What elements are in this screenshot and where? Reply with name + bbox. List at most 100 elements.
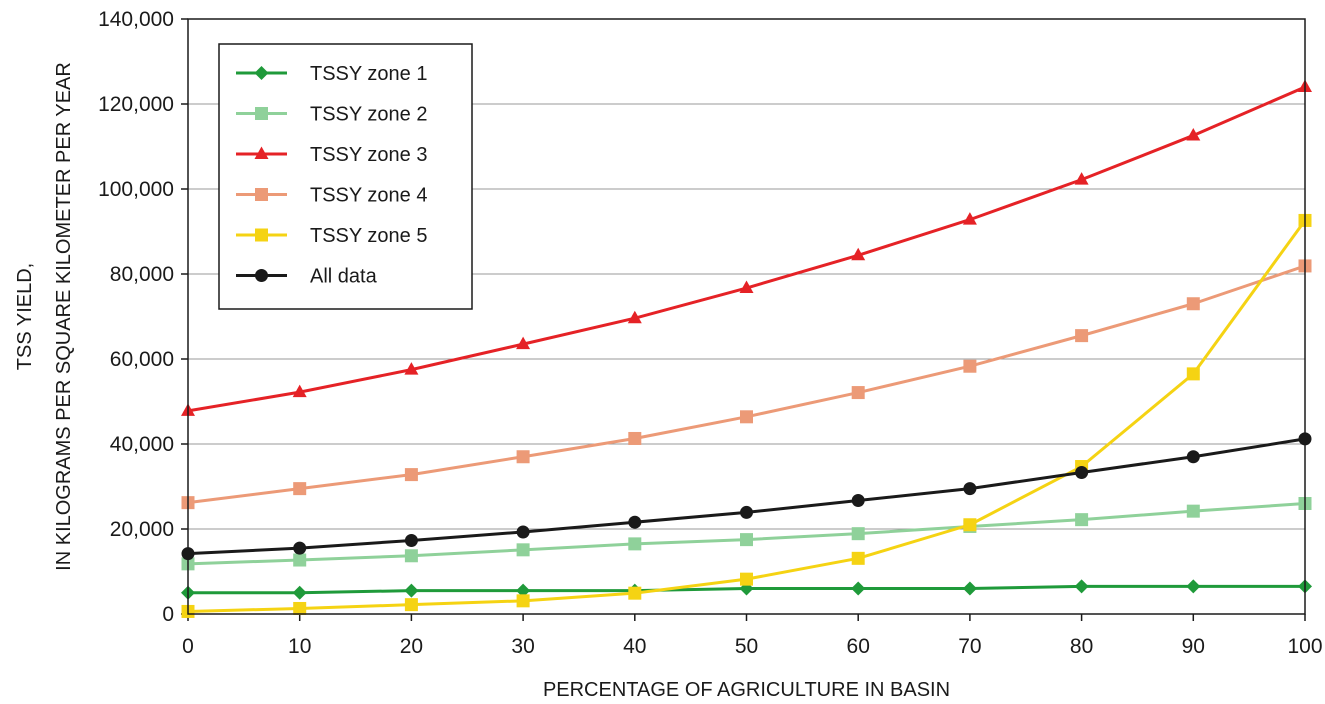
y-tick-label: 40,000 [110,433,174,456]
data-point [292,585,307,600]
data-point [962,581,977,596]
data-point [1074,172,1089,185]
x-tick-label: 50 [735,635,758,658]
data-point [1186,504,1200,518]
x-tick-label: 0 [182,635,194,658]
data-point [404,583,419,598]
data-point [963,482,977,496]
data-point [1074,579,1089,594]
data-point [404,533,418,547]
data-point [628,431,642,445]
data-point [1186,367,1200,381]
data-point [404,598,418,612]
data-point [628,537,642,551]
legend-swatch-marker [255,188,268,201]
data-point [740,410,753,424]
legend-swatch-marker [255,107,268,120]
data-point [1186,127,1201,141]
data-point [293,541,307,555]
data-point [740,572,753,586]
data-point [851,494,865,508]
legend-item: TSSY zone 4 [236,185,427,207]
data-point [293,482,307,496]
data-point [1075,329,1089,343]
x-tick-label: 100 [1287,635,1322,658]
data-point [516,450,530,464]
data-point [851,386,865,400]
legend-item: TSSY zone 1 [236,63,427,85]
legend-label: TSSY zone 4 [310,185,427,207]
data-point [739,280,754,294]
x-axis-ticks: 0 10 20 30 40 50 60 70 80 90 100 [182,614,1323,658]
data-point [1075,513,1089,527]
y-tick-label: 80,000 [110,263,174,286]
x-tick-label: 40 [623,635,646,658]
legend-item: TSSY zone 5 [236,225,427,247]
data-point [627,310,642,324]
legend-label: TSSY zone 3 [310,144,427,166]
x-axis-title: PERCENTAGE OF AGRICULTURE IN BASIN [543,679,950,701]
x-tick-label: 90 [1182,635,1205,658]
y-tick-label: 100,000 [98,178,174,201]
x-tick-label: 60 [847,635,870,658]
legend-label: TSSY zone 2 [310,104,427,126]
data-point [963,359,977,373]
y-axis-title-line-1: TSS YIELD, [14,263,36,370]
legend-label: All data [310,266,378,288]
legend-item: TSSY zone 2 [236,104,427,126]
data-point [1186,579,1201,594]
data-point [1186,450,1200,464]
data-point [962,212,977,225]
x-tick-label: 10 [288,635,311,658]
data-point [740,533,753,547]
data-point [851,581,866,596]
y-tick-label: 0 [162,603,174,626]
y-tick-label: 140,000 [98,8,174,31]
data-point [851,551,865,565]
data-point [292,384,307,398]
data-point [293,553,307,567]
data-point [516,583,531,598]
data-point [851,247,866,261]
y-tick-label: 20,000 [110,518,174,541]
data-point [1075,465,1089,479]
series-all-data [181,432,1312,561]
legend-swatch-marker [254,66,269,80]
plot-frame [187,18,1306,615]
series-tssy-zone-1 [181,579,1312,600]
y-axis-title-line-2: IN KILOGRAMS PER SQUARE KILOMETER PER YE… [53,62,75,571]
x-tick-label: 30 [511,635,534,658]
data-point [516,543,530,557]
x-tick-label: 20 [400,635,423,658]
series-tssy-zone-2 [181,497,1312,571]
data-point [628,586,642,600]
legend-item: TSSY zone 3 [236,144,427,166]
y-tick-label: 60,000 [110,348,174,371]
x-tick-label: 70 [958,635,981,658]
data-point [404,549,418,563]
x-tick-label: 80 [1070,635,1093,658]
data-point [516,594,530,608]
data-point [293,601,307,615]
legend: TSSY zone 1 TSSY zone 2 TSSY zone 3 TSSY zo… [218,43,473,310]
y-tick-label: 120,000 [98,93,174,116]
data-point [516,525,530,539]
data-point [740,505,753,519]
legend-swatch-marker [255,269,268,282]
series-layer [181,79,1312,618]
data-point [628,515,642,529]
y-axis-ticks: 0 20,000 40,000 60,000 80,000 100,000 120,000 1… [98,8,188,626]
data-point [404,468,418,482]
legend-swatch-marker [255,228,268,242]
legend-item: All data [236,266,378,288]
legend-label: TSSY zone 1 [310,63,427,85]
data-point [963,518,977,532]
data-point [851,527,865,541]
legend-swatch-marker [254,146,269,159]
legend-box [218,43,473,310]
data-point [1186,297,1200,311]
data-point [404,362,419,375]
data-point [516,336,531,350]
